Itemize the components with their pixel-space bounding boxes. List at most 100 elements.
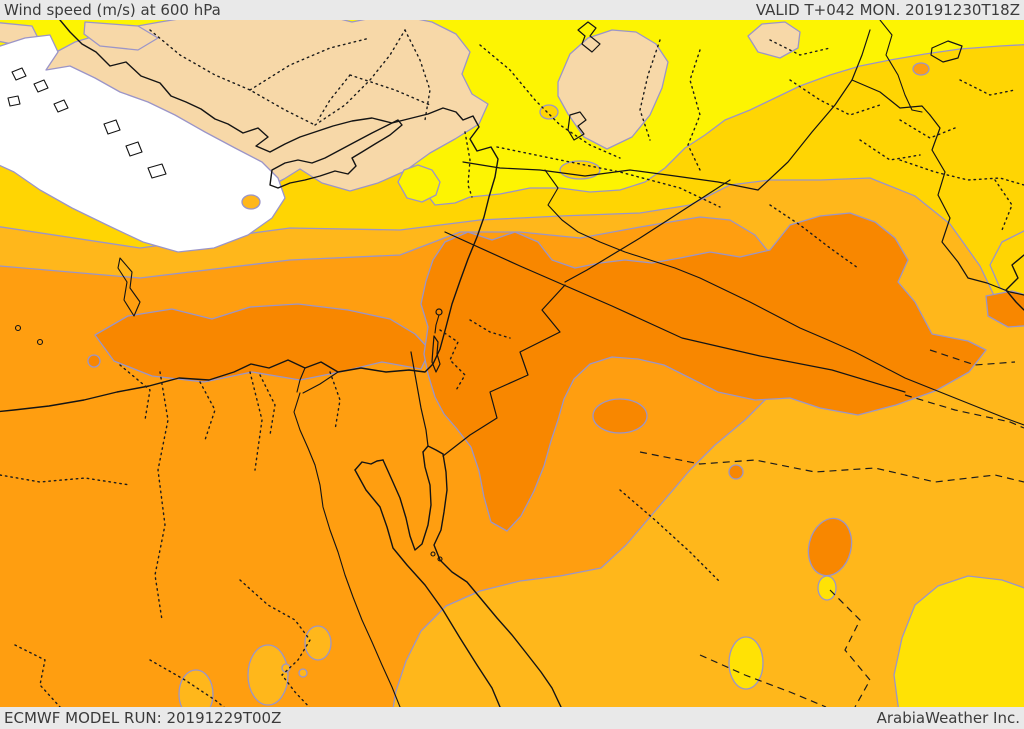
admin-border <box>119 364 151 421</box>
golden-tongue-right <box>989 230 1024 301</box>
high-wind-cell-levant-arabia <box>420 212 987 532</box>
red-sea-east-coast <box>433 453 562 707</box>
jordan-river <box>434 314 440 334</box>
high-wind-cell-south <box>592 398 648 434</box>
admin-border <box>259 374 276 436</box>
red-sea-islet <box>437 556 443 562</box>
island <box>7 95 21 107</box>
weather-map <box>0 20 1024 707</box>
lake-tuz <box>577 21 601 53</box>
orange-cell-small <box>912 62 930 76</box>
admin-border <box>239 579 311 707</box>
map-title: Wind speed (m/s) at 600 hPa <box>4 1 221 19</box>
admin-border-dashed <box>929 349 1016 366</box>
admin-border <box>317 74 351 121</box>
country-borders <box>410 29 1024 457</box>
header-bar: Wind speed (m/s) at 600 hPa VALID T+042 … <box>0 0 1024 20</box>
gulf-of-suez-west-coast <box>354 469 501 707</box>
admin-border <box>619 489 721 583</box>
admin-border <box>349 74 431 106</box>
yellow-patch-bottom-right <box>893 575 1024 707</box>
nile-river <box>293 367 401 707</box>
admin-border <box>639 39 661 141</box>
admin-border <box>14 644 61 707</box>
footer-bar: ECMWF MODEL RUN: 20191229T00Z ArabiaWeat… <box>0 707 1024 729</box>
valid-time-label: VALID T+042 MON. 20191230T18Z <box>755 1 1020 19</box>
tiran-island <box>430 551 436 557</box>
cyprus-island <box>269 119 403 189</box>
egypt-israel-border <box>410 351 429 447</box>
amber-patch-nile-2 <box>304 625 332 661</box>
admin-border <box>959 79 1016 96</box>
admin-border-dashed <box>699 654 827 707</box>
yellow-cell-east-of-cyprus <box>397 164 441 203</box>
high-wind-cell-nw-saudi <box>807 517 853 577</box>
brand-label: ArabiaWeather Inc. <box>876 709 1020 727</box>
high-wind-spot-2 <box>87 354 101 368</box>
admin-border <box>479 44 621 159</box>
golden-pocket <box>559 160 601 180</box>
admin-border-dashed <box>639 451 1024 483</box>
syria-iraq-border <box>564 179 731 283</box>
island <box>125 141 143 157</box>
amber-cell-small <box>241 194 261 210</box>
admin-border <box>314 29 406 126</box>
island <box>36 338 44 346</box>
admin-border <box>469 319 511 339</box>
high-wind-cells <box>87 212 1024 577</box>
lakes <box>431 21 963 373</box>
rivers <box>293 20 1024 707</box>
golden-pocket-small <box>539 104 559 120</box>
island <box>147 163 167 179</box>
island <box>103 119 121 135</box>
admin-border <box>687 49 701 171</box>
turkey-syria-border <box>462 161 759 191</box>
gulf-of-aqaba-head <box>422 445 444 455</box>
admin-border <box>899 159 1024 186</box>
model-run-label: ECMWF MODEL RUN: 20191229T00Z <box>4 709 282 727</box>
sea-of-galilee <box>435 308 443 316</box>
iraq-saudi-border <box>444 231 906 393</box>
admin-border <box>329 371 341 431</box>
island <box>14 324 22 332</box>
iran-iraq-border <box>929 114 1024 296</box>
admin-border <box>154 371 169 621</box>
rhodes-island <box>117 257 141 317</box>
admin-border <box>789 79 881 116</box>
admin-border <box>464 131 473 198</box>
amber-dot-2 <box>298 668 308 678</box>
high-wind-spot-1 <box>728 464 744 480</box>
admin-border <box>199 381 216 441</box>
yellow-patch-small-1 <box>728 636 764 690</box>
admin-border <box>149 29 316 126</box>
admin-border <box>769 39 831 56</box>
dead-sea <box>431 335 441 373</box>
island <box>53 99 69 113</box>
tigris-river <box>879 20 923 113</box>
admin-border <box>249 371 263 471</box>
persian-gulf-coast <box>1005 254 1024 311</box>
turkey-east-border <box>757 29 871 191</box>
admin-border <box>404 29 431 121</box>
aegean-low-wind-area <box>0 34 286 253</box>
admin-border <box>899 119 956 139</box>
yellow-patch-small-2 <box>817 575 837 601</box>
admin-border <box>249 37 371 91</box>
admin-borders-dotted <box>0 29 1024 707</box>
island <box>11 67 27 81</box>
calm-cell-nw-1 <box>83 21 159 51</box>
admin-border-dashed <box>829 589 871 707</box>
island <box>33 79 49 93</box>
jordan-saudi-border <box>442 284 566 457</box>
wind-speed-map-canvas <box>0 20 1024 707</box>
mediterranean-coastline <box>0 20 499 413</box>
low-wind-patches-southeast <box>178 575 1024 707</box>
turkey-iran-border <box>851 79 931 116</box>
suez-head <box>354 459 384 471</box>
admin-border-dashed <box>904 394 1024 429</box>
sinai-coast <box>382 451 432 551</box>
islands <box>7 67 167 346</box>
lake-van <box>930 40 963 63</box>
admin-border <box>859 139 921 161</box>
calm-cell-northeast <box>747 21 801 59</box>
